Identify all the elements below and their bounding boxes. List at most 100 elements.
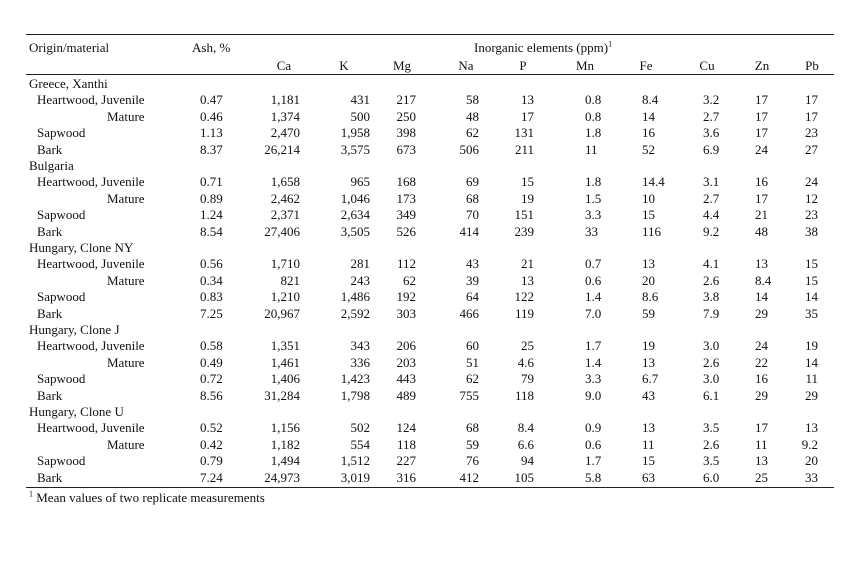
value-cell: 8.4	[642, 92, 659, 108]
row-label: Bark	[37, 387, 63, 403]
value-cell: 2.7	[703, 108, 720, 124]
value-cell: 1,406	[270, 371, 300, 387]
row-label: Heartwood, Juvenile	[37, 174, 145, 190]
value-cell: 2,634	[340, 207, 370, 223]
value-cell: 6.9	[703, 141, 720, 157]
row-label: Heartwood, Juvenile	[37, 420, 145, 436]
value-cell: 14	[755, 289, 768, 305]
value-cell: 1,046	[340, 190, 370, 206]
col-header-k: K	[339, 58, 349, 73]
row-label: Heartwood, Juvenile	[37, 338, 145, 354]
row-label: Mature	[107, 436, 145, 452]
value-cell: 1,710	[270, 256, 300, 272]
value-cell: 38	[805, 223, 818, 239]
ash-cell: 0.72	[200, 371, 223, 387]
value-cell: 11	[585, 141, 598, 157]
row-label: Bark	[37, 223, 63, 239]
value-cell: 7.0	[585, 305, 602, 321]
col-header-pb: Pb	[805, 58, 819, 73]
value-cell: 1,494	[270, 453, 300, 469]
row-label: Bark	[37, 305, 63, 321]
value-cell: 15	[805, 272, 818, 288]
value-cell: 63	[642, 469, 655, 485]
value-cell: 1.4	[585, 354, 602, 370]
value-cell: 1,658	[270, 174, 300, 190]
value-cell: 62	[466, 125, 479, 141]
value-cell: 76	[466, 453, 479, 469]
value-cell: 1.7	[585, 453, 602, 469]
value-cell: 6.6	[517, 436, 534, 452]
value-cell: 15	[521, 174, 534, 190]
value-cell: 217	[396, 92, 417, 108]
value-cell: 0.8	[585, 108, 602, 124]
value-cell: 27,406	[264, 223, 300, 239]
row-label: Sapwood	[37, 289, 86, 305]
value-cell: 17	[521, 108, 534, 124]
ash-cell: 0.56	[200, 256, 223, 272]
value-cell: 243	[350, 272, 371, 288]
top-rule	[26, 34, 834, 35]
value-cell: 48	[755, 223, 768, 239]
value-cell: 343	[350, 338, 371, 354]
ash-cell: 0.79	[200, 453, 223, 469]
value-cell: 203	[396, 354, 417, 370]
value-cell: 0.7	[585, 256, 602, 272]
value-cell: 6.1	[703, 387, 720, 403]
value-cell: 14	[805, 289, 818, 305]
value-cell: 14	[805, 354, 818, 370]
ash-cell: 0.49	[200, 354, 223, 370]
group-origin: Bulgaria	[29, 158, 74, 173]
value-cell: 16	[642, 125, 655, 141]
value-cell: 1,181	[270, 92, 300, 108]
value-cell: 4.6	[517, 354, 534, 370]
value-cell: 303	[396, 305, 417, 321]
value-cell: 316	[396, 469, 417, 485]
value-cell: 431	[350, 92, 371, 108]
group-origin: Greece, Xanthi	[29, 76, 108, 91]
inorganic-footnote-mark: 1	[608, 39, 613, 49]
value-cell: 336	[350, 354, 371, 370]
ash-cell: 8.56	[200, 387, 223, 403]
value-cell: 23	[805, 125, 818, 141]
value-cell: 6.7	[642, 371, 659, 387]
ash-cell: 7.24	[200, 469, 223, 485]
value-cell: 489	[396, 387, 417, 403]
value-cell: 118	[396, 436, 416, 452]
row-label: Mature	[107, 190, 145, 206]
value-cell: 2.7	[703, 190, 720, 206]
value-cell: 15	[642, 453, 655, 469]
value-cell: 3.8	[703, 289, 720, 305]
value-cell: 14.4	[642, 174, 665, 190]
value-cell: 2,470	[270, 125, 300, 141]
value-cell: 25	[521, 338, 534, 354]
value-cell: 0.9	[585, 420, 602, 436]
value-cell: 116	[642, 223, 662, 239]
value-cell: 62	[466, 371, 479, 387]
col-header-p: P	[519, 58, 527, 73]
inorganic-header: Inorganic elements (ppm)1	[474, 39, 613, 55]
value-cell: 29	[755, 305, 768, 321]
value-cell: 131	[514, 125, 535, 141]
value-cell: 3.5	[703, 453, 720, 469]
ash-cell: 0.46	[200, 108, 223, 124]
value-cell: 11	[642, 436, 655, 452]
value-cell: 1,374	[270, 108, 300, 124]
value-cell: 26,214	[264, 141, 300, 157]
value-cell: 3,019	[340, 469, 370, 485]
value-cell: 17	[805, 108, 818, 124]
ash-cell: 0.71	[200, 174, 223, 190]
value-cell: 173	[396, 190, 417, 206]
value-cell: 7.9	[703, 305, 720, 321]
value-cell: 3.3	[585, 371, 602, 387]
row-label: Mature	[107, 272, 145, 288]
value-cell: 43	[466, 256, 479, 272]
value-cell: 443	[396, 371, 417, 387]
value-cell: 8.4	[755, 272, 772, 288]
value-cell: 16	[755, 174, 768, 190]
value-cell: 554	[350, 436, 371, 452]
group-origin: Hungary, Clone U	[29, 404, 124, 419]
value-cell: 1.4	[585, 289, 602, 305]
ash-cell: 0.58	[200, 338, 223, 354]
value-cell: 1,512	[340, 453, 370, 469]
value-cell: 70	[466, 207, 479, 223]
